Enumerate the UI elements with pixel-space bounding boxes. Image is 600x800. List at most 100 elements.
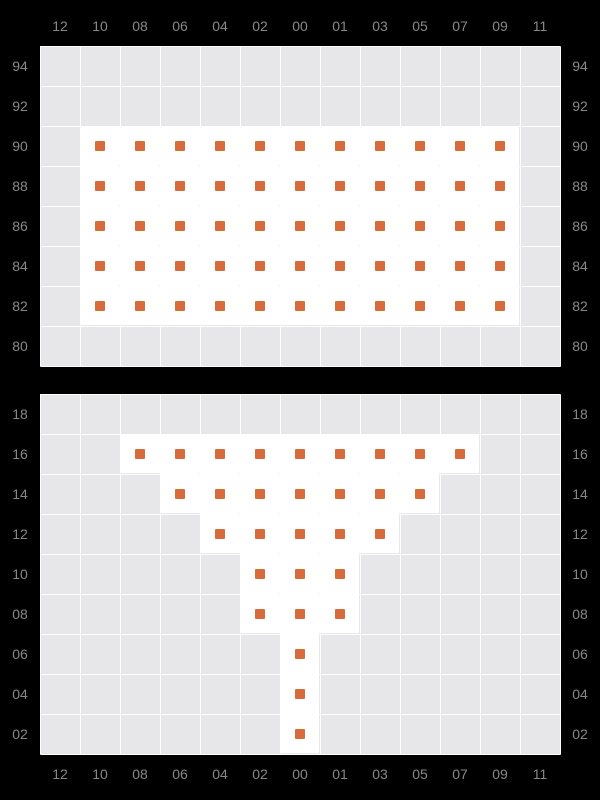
seat-marker[interactable] [375, 529, 385, 539]
seat-marker[interactable] [495, 141, 505, 151]
grid-cell [400, 594, 441, 635]
seat-marker[interactable] [415, 489, 425, 499]
seat-marker[interactable] [135, 261, 145, 271]
seat-marker[interactable] [295, 449, 305, 459]
seat-marker[interactable] [215, 449, 225, 459]
grid-cell [480, 46, 521, 87]
seat-marker[interactable] [335, 489, 345, 499]
seat-marker[interactable] [295, 729, 305, 739]
seat-marker[interactable] [135, 181, 145, 191]
seat-marker[interactable] [335, 449, 345, 459]
seat-marker[interactable] [255, 489, 265, 499]
seat-marker[interactable] [415, 221, 425, 231]
seat-marker[interactable] [455, 449, 465, 459]
seat-marker[interactable] [215, 301, 225, 311]
seat-marker[interactable] [135, 449, 145, 459]
seat-marker[interactable] [295, 181, 305, 191]
axis-label: 14 [560, 474, 600, 514]
grid-cell [40, 674, 81, 715]
grid-cell [160, 326, 201, 367]
seat-marker[interactable] [335, 301, 345, 311]
seat-marker[interactable] [295, 649, 305, 659]
seat-marker[interactable] [295, 301, 305, 311]
seat-marker[interactable] [415, 141, 425, 151]
seat-marker[interactable] [375, 221, 385, 231]
seat-marker[interactable] [95, 181, 105, 191]
seat-marker[interactable] [455, 141, 465, 151]
seat-marker[interactable] [255, 261, 265, 271]
grid-cell [80, 714, 121, 755]
seat-marker[interactable] [455, 301, 465, 311]
seat-marker[interactable] [335, 569, 345, 579]
seat-marker[interactable] [135, 301, 145, 311]
seat-marker[interactable] [415, 301, 425, 311]
seat-marker[interactable] [415, 181, 425, 191]
seat-marker[interactable] [495, 261, 505, 271]
seat-marker[interactable] [335, 181, 345, 191]
seat-marker[interactable] [95, 141, 105, 151]
seat-marker[interactable] [455, 221, 465, 231]
seat-marker[interactable] [95, 221, 105, 231]
seat-marker[interactable] [135, 221, 145, 231]
seat-marker[interactable] [455, 181, 465, 191]
seat-marker[interactable] [295, 141, 305, 151]
seat-marker[interactable] [175, 221, 185, 231]
seat-marker[interactable] [175, 449, 185, 459]
seat-marker[interactable] [255, 449, 265, 459]
seat-marker[interactable] [95, 301, 105, 311]
grid-cell [440, 394, 481, 435]
axis-label: 08 [120, 6, 160, 46]
seat-marker[interactable] [495, 181, 505, 191]
grid-cell [400, 514, 441, 555]
seat-marker[interactable] [375, 261, 385, 271]
seat-marker[interactable] [375, 301, 385, 311]
seat-marker[interactable] [175, 489, 185, 499]
seat-marker[interactable] [495, 221, 505, 231]
grid-cell [120, 674, 161, 715]
seat-marker[interactable] [215, 141, 225, 151]
seat-marker[interactable] [175, 141, 185, 151]
seat-marker[interactable] [95, 261, 105, 271]
seat-marker[interactable] [135, 141, 145, 151]
seat-marker[interactable] [215, 529, 225, 539]
seat-marker[interactable] [215, 221, 225, 231]
seat-marker[interactable] [255, 141, 265, 151]
seat-marker[interactable] [255, 221, 265, 231]
axis-label: 14 [0, 474, 40, 514]
seat-marker[interactable] [215, 261, 225, 271]
seat-marker[interactable] [215, 489, 225, 499]
seat-marker[interactable] [295, 609, 305, 619]
seat-marker[interactable] [255, 609, 265, 619]
seat-marker[interactable] [175, 261, 185, 271]
grid-cell [520, 394, 561, 435]
seat-marker[interactable] [255, 529, 265, 539]
seat-marker[interactable] [255, 181, 265, 191]
seat-marker[interactable] [455, 261, 465, 271]
seat-marker[interactable] [295, 221, 305, 231]
seat-marker[interactable] [295, 489, 305, 499]
axis-label: 12 [560, 514, 600, 554]
seat-marker[interactable] [415, 261, 425, 271]
seat-marker[interactable] [335, 221, 345, 231]
seat-marker[interactable] [295, 689, 305, 699]
seat-marker[interactable] [175, 301, 185, 311]
seat-marker[interactable] [335, 529, 345, 539]
grid-cell [440, 46, 481, 87]
seat-marker[interactable] [295, 261, 305, 271]
seat-marker[interactable] [255, 569, 265, 579]
grid-cell [240, 714, 281, 755]
seat-marker[interactable] [335, 261, 345, 271]
seat-marker[interactable] [175, 181, 185, 191]
seat-marker[interactable] [215, 181, 225, 191]
seat-marker[interactable] [495, 301, 505, 311]
seat-marker[interactable] [295, 529, 305, 539]
seat-marker[interactable] [375, 141, 385, 151]
seat-marker[interactable] [415, 449, 425, 459]
seat-marker[interactable] [295, 569, 305, 579]
seat-marker[interactable] [255, 301, 265, 311]
seat-marker[interactable] [375, 489, 385, 499]
seat-marker[interactable] [335, 141, 345, 151]
seat-marker[interactable] [375, 449, 385, 459]
seat-marker[interactable] [335, 609, 345, 619]
seat-marker[interactable] [375, 181, 385, 191]
